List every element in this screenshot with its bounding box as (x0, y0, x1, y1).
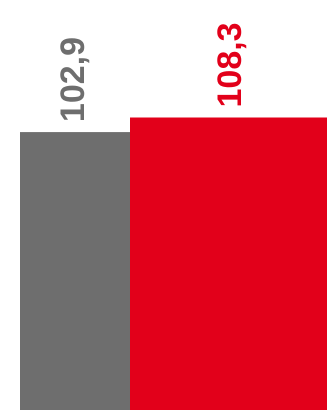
bar-2 (130, 117, 327, 410)
bar-1-value-label: 102,9 (54, 37, 92, 122)
bar-1 (20, 132, 130, 410)
bar-2-value-label: 108,3 (211, 22, 249, 107)
